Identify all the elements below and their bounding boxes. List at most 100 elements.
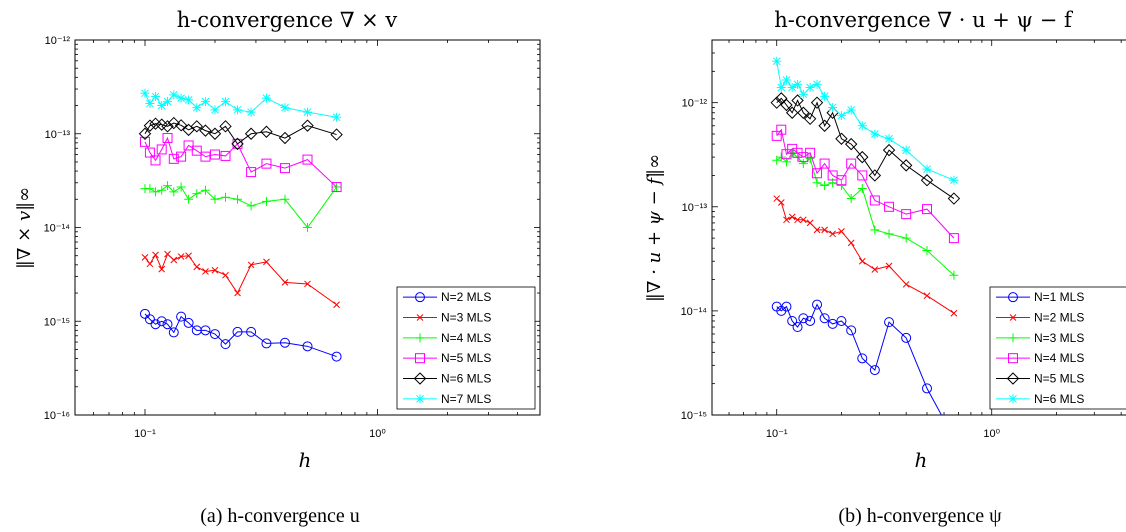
y-tick-label: 10⁻¹⁵	[681, 410, 707, 422]
data-point	[162, 319, 173, 330]
data-point	[846, 158, 857, 169]
data-point	[819, 313, 830, 324]
data-point	[799, 216, 807, 224]
data-point	[776, 124, 787, 135]
data-point	[922, 164, 932, 174]
data-point	[781, 149, 792, 160]
data-point	[901, 233, 911, 243]
data-point	[263, 258, 270, 266]
data-point	[244, 127, 258, 140]
data-point	[820, 181, 830, 191]
data-point	[141, 254, 149, 261]
data-point	[846, 325, 857, 336]
data-point	[776, 82, 786, 92]
data-point	[169, 187, 179, 197]
data-point	[170, 256, 178, 264]
legend-label: N=3 MLS	[1034, 331, 1084, 345]
legend-label: N=1 MLS	[1034, 290, 1084, 304]
data-point	[948, 233, 959, 244]
data-point	[138, 127, 152, 140]
data-point	[145, 184, 155, 194]
data-point	[803, 112, 817, 126]
data-point	[810, 96, 824, 109]
data-point	[772, 155, 782, 165]
data-point	[167, 116, 180, 130]
data-point	[152, 251, 159, 259]
panel-a-series-5	[140, 88, 342, 122]
legend-marker	[415, 353, 425, 364]
data-point	[868, 169, 882, 182]
data-point	[331, 351, 342, 362]
data-point	[246, 107, 256, 117]
legend-marker	[1006, 372, 1020, 385]
data-point	[143, 119, 157, 132]
x-tick-label: 10⁻¹	[134, 428, 156, 440]
y-tick-label: 10⁻¹²	[682, 98, 708, 110]
legend-marker	[415, 333, 425, 343]
data-point	[805, 147, 816, 158]
data-point	[884, 134, 894, 144]
data-point	[798, 89, 808, 99]
panel-a-series-2	[140, 181, 342, 232]
data-point	[770, 96, 783, 109]
data-point	[901, 145, 911, 155]
data-point	[168, 153, 179, 164]
data-point	[193, 263, 201, 271]
legend-box	[396, 286, 536, 410]
data-point	[192, 103, 202, 113]
y-tick-label: 10⁻¹³	[45, 129, 71, 141]
data-point	[819, 158, 830, 169]
data-point	[139, 136, 150, 147]
x-tick-label: 10⁰	[983, 428, 1000, 440]
y-tick-label: 10⁻¹⁵	[44, 316, 70, 328]
data-point	[208, 127, 222, 140]
data-point	[797, 106, 810, 119]
panel-b-legend: N=1 MLS N=2 MLS N=3 MLS N=4 MLS N=5 MLS N=6 M…	[989, 286, 1126, 410]
data-point	[846, 105, 856, 115]
data-point	[182, 123, 195, 137]
data-point	[871, 266, 879, 273]
panel-a-legend: N=2 MLS N=3 MLS N=4 MLS N=5 MLS N=6 MLS N=7 M…	[396, 286, 536, 410]
data-point	[805, 82, 815, 92]
data-point	[157, 185, 167, 195]
data-point	[304, 280, 311, 288]
panel-b-ylabel: ‖∇ · u + ψ − f‖∞	[644, 154, 665, 302]
data-point	[806, 219, 814, 227]
data-point	[168, 327, 179, 338]
data-point	[899, 159, 913, 172]
data-point	[200, 97, 210, 107]
data-point	[922, 204, 932, 215]
y-tick-label: 10⁻¹³	[682, 202, 708, 214]
data-point	[163, 97, 173, 107]
legend-marker	[416, 314, 424, 321]
legend-label: N=5 MLS	[441, 351, 491, 365]
data-point	[820, 91, 830, 101]
data-point	[169, 90, 179, 100]
data-point	[920, 174, 934, 187]
data-point	[812, 178, 822, 188]
legend-label: N=4 MLS	[441, 331, 491, 345]
data-point	[150, 155, 161, 166]
data-point	[246, 201, 256, 211]
legend-marker	[1008, 353, 1018, 364]
data-point	[788, 213, 796, 221]
data-point	[785, 106, 799, 119]
data-point	[821, 226, 828, 234]
data-point	[146, 260, 154, 268]
data-point	[303, 107, 312, 117]
data-point	[847, 239, 855, 247]
data-point	[884, 317, 895, 328]
data-point	[220, 150, 231, 161]
data-point	[233, 105, 243, 115]
panel-b-series-1	[773, 195, 958, 317]
data-point	[151, 187, 161, 197]
legend-marker	[415, 292, 425, 303]
data-point	[176, 93, 186, 103]
panel-a-title: h-convergence ∇ × v	[177, 8, 398, 32]
data-point	[157, 101, 167, 111]
data-point	[798, 159, 808, 169]
data-point	[949, 175, 959, 185]
legend-label: N=5 MLS	[1034, 372, 1084, 386]
legend-label: N=2 MLS	[441, 290, 491, 304]
